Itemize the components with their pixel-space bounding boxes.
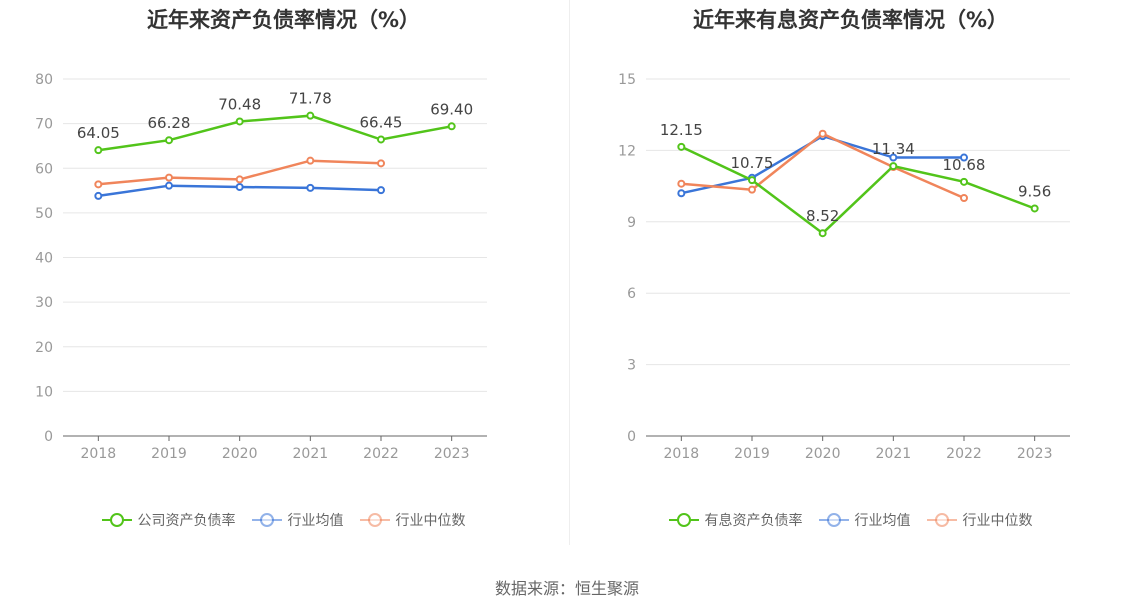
data-point [677,179,686,188]
data-point [94,191,103,200]
legend-label: 公司资产负债率 [137,513,236,529]
data-point [889,153,898,162]
data-point [306,111,315,120]
legend-item-industry-mean[interactable]: 行业均值 [251,510,344,530]
data-point [235,182,244,191]
data-point [818,129,827,138]
data-point [377,135,385,144]
y-tick-label: 80 [35,72,53,88]
legend-label: 行业中位数 [962,513,1033,529]
x-tick-label: 2023 [434,446,470,462]
right-chart-legend: 有息资产负债率 行业均值 行业中位数 [567,510,1134,530]
left-chart-plot: 0 10 20 30 40 50 60 70 80 2018 2019 2020 2021 2022 202… [35,72,487,462]
data-point [748,176,756,185]
y-tick-label: 40 [35,251,53,267]
data-point [1030,204,1039,213]
data-label: 10.75 [731,154,774,172]
y-tick-label: 20 [35,340,53,356]
y-tick-label: 70 [35,117,53,133]
legend-marker-icon [668,513,699,527]
data-point [165,136,173,145]
data-point [165,173,173,182]
x-tick-label: 2020 [805,446,841,462]
y-tick-label: 50 [35,206,53,222]
legend-item-company-debt-ratio[interactable]: 公司资产负债率 [101,510,236,530]
y-tick-label: 9 [627,215,636,231]
data-label: 10.68 [943,156,986,174]
y-tick-label: 15 [618,72,636,88]
right-chart-plot: 0 3 6 9 12 15 2018 2019 2020 2021 2022 2023 12.15 10.… [618,72,1070,462]
x-tick-label: 2020 [222,446,258,462]
legend-label: 行业均值 [287,513,344,529]
legend-marker-icon [101,513,132,527]
y-tick-label: 10 [35,384,53,400]
data-label: 71.78 [289,90,332,108]
x-tick-label: 2022 [946,446,982,462]
legend-marker-icon [359,513,390,527]
data-label: 66.45 [360,113,403,131]
legend-label: 行业均值 [854,513,911,529]
x-tick-label: 2018 [81,446,117,462]
y-tick-label: 12 [618,143,636,159]
data-label: 11.34 [872,140,915,158]
legend-item-interest-debt-ratio[interactable]: 有息资产负债率 [668,510,803,530]
x-tick-label: 2021 [293,446,329,462]
x-tick-label: 2019 [734,446,770,462]
left-chart-title: 近年来资产负债率情况（%） [146,8,421,32]
y-tick-label: 30 [35,295,53,311]
data-point [677,189,686,198]
data-point [235,117,244,126]
data-point [960,194,968,202]
legend-marker-icon [926,513,957,527]
y-tick-label: 0 [627,429,636,445]
data-point [447,122,456,131]
data-point [748,185,756,194]
y-tick-label: 6 [627,286,636,302]
legend-marker-icon [251,513,282,527]
data-point [306,183,315,192]
data-point [960,177,968,186]
left-chart-legend: 公司资产负债率 行业均值 行业中位数 [0,510,567,530]
legend-item-industry-median[interactable]: 行业中位数 [926,510,1033,530]
x-tick-label: 2023 [1017,446,1053,462]
x-tick-label: 2019 [151,446,187,462]
data-point [377,159,385,168]
x-tick-label: 2018 [664,446,700,462]
right-chart-title: 近年来有息资产负债率情况（%） [692,8,1009,32]
data-label: 9.56 [1018,182,1051,200]
x-tick-label: 2022 [363,446,399,462]
legend-label: 有息资产负债率 [704,513,803,529]
data-point [377,186,385,195]
data-point [960,153,968,162]
data-point [165,181,173,190]
data-label: 69.40 [430,100,473,118]
data-label: 70.48 [218,95,261,113]
data-label: 12.15 [660,121,703,139]
y-tick-label: 0 [44,429,53,445]
right-chart-panel: 近年来有息资产负债率情况（%） 0 3 6 9 12 15 2018 2019 2020 2021… [567,0,1134,560]
data-point [818,229,827,238]
y-tick-label: 3 [627,358,636,374]
y-tick-label: 60 [35,161,53,177]
legend-label: 行业中位数 [395,513,466,529]
data-label: 8.52 [806,207,839,225]
legend-item-industry-median[interactable]: 行业中位数 [359,510,466,530]
x-tick-label: 2021 [876,446,912,462]
data-label: 66.28 [148,114,191,132]
data-point [235,175,244,184]
data-point [94,180,103,189]
series-line [680,145,1036,235]
panel-divider [569,0,570,545]
legend-item-industry-mean[interactable]: 行业均值 [818,510,911,530]
data-point [889,162,898,171]
series-line [98,114,452,152]
data-source-note: 数据来源：恒生聚源 [494,579,639,598]
data-point [677,142,686,151]
data-label: 64.05 [77,124,120,142]
series-line [681,134,964,195]
legend-marker-icon [818,513,849,527]
data-point [94,146,103,155]
left-chart-panel: 近年来资产负债率情况（%） 0 10 20 30 40 50 60 70 80 2018 2019 2… [0,0,567,560]
data-point [306,156,315,165]
